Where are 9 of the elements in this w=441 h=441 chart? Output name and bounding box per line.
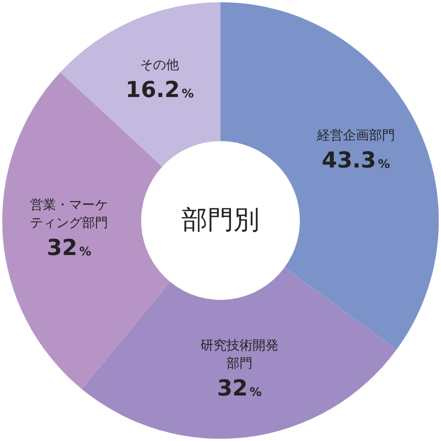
text: 部門別 xyxy=(182,206,260,236)
slice-label: その他 xyxy=(140,58,180,73)
slice-label: 経営企画部門 xyxy=(316,128,395,144)
data-label: 32% xyxy=(217,376,262,402)
data-label: 43.3% xyxy=(322,148,390,174)
slice-label: 研究技術開発部門 xyxy=(200,338,278,372)
data-label: 16.2% xyxy=(126,78,194,103)
data-label: 32% xyxy=(46,236,92,262)
slice-label: 営業・マーケティング部門 xyxy=(30,198,108,232)
